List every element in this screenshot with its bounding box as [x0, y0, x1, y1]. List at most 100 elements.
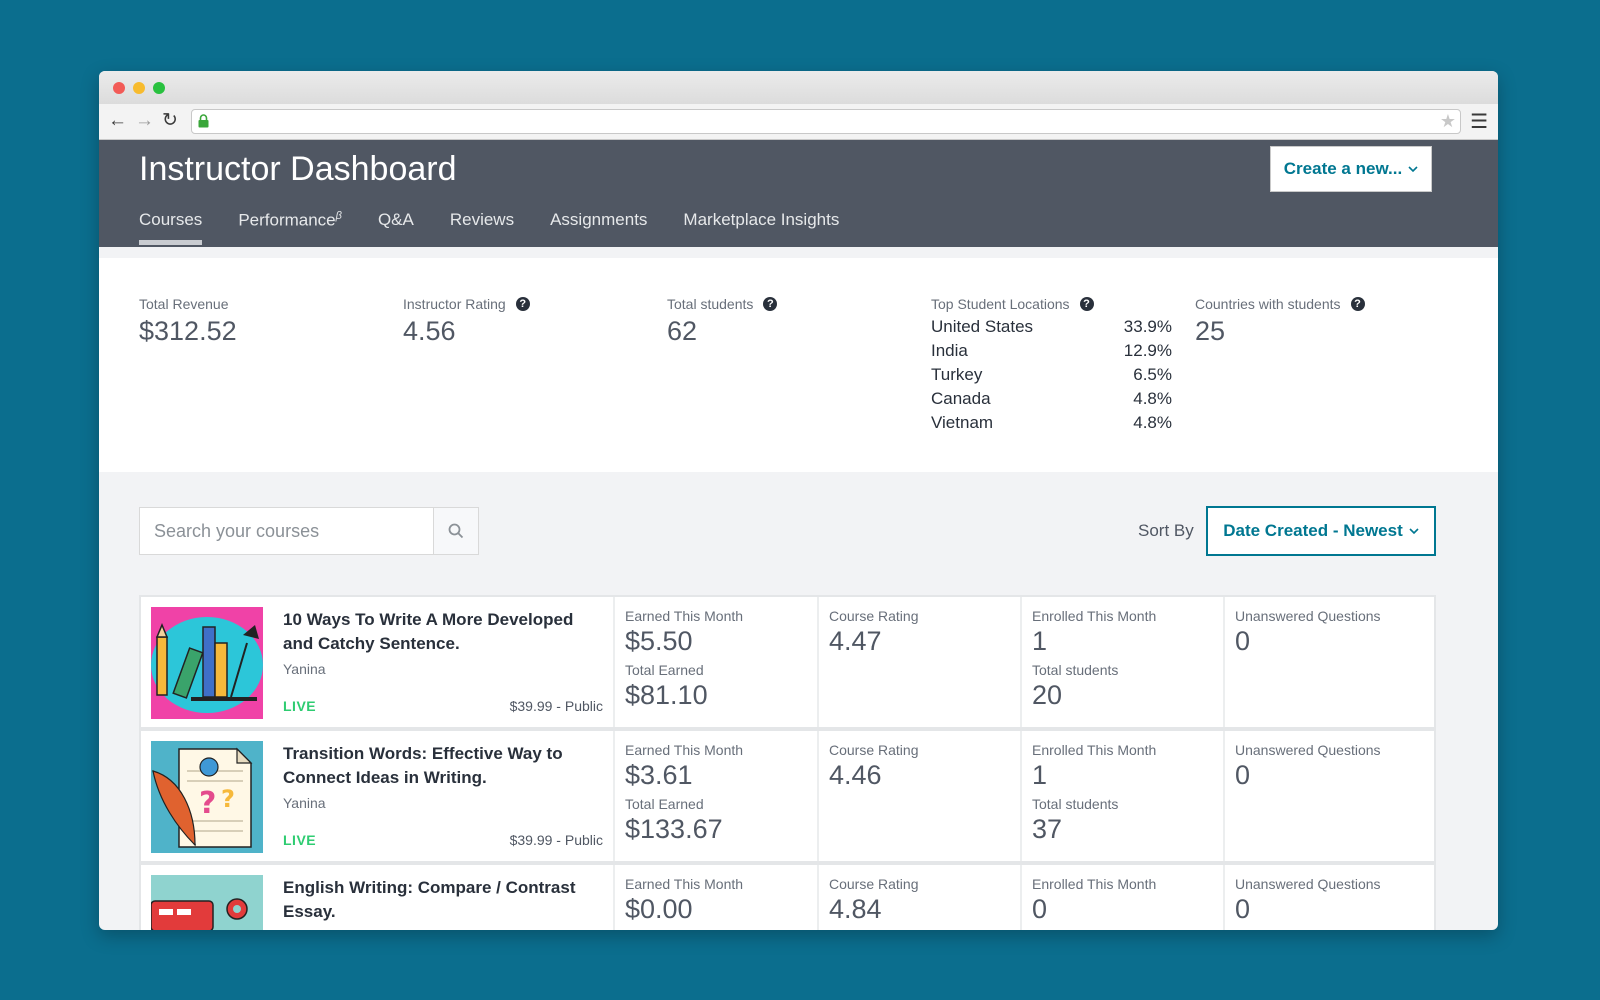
location-country: United States	[931, 317, 1034, 336]
metric-value: 1	[1032, 760, 1048, 790]
course-title[interactable]: Transition Words: Effective Way to Conne…	[283, 744, 563, 787]
tab-marketplace-insights[interactable]: Marketplace Insights	[683, 210, 839, 245]
metric-rating: Course Rating 4.84	[817, 865, 1020, 930]
forward-arrow-icon[interactable]: →	[135, 110, 154, 131]
status-badge: LIVE	[283, 832, 317, 848]
course-thumbnail[interactable]	[151, 607, 263, 719]
stat-value: 62	[667, 316, 698, 346]
metric-earnings: Earned This Month $0.00	[613, 865, 817, 930]
svg-text:?: ?	[199, 786, 216, 821]
dashboard-header: Instructor Dashboard Create a new... Cou…	[99, 140, 1498, 247]
metric-value: 20	[1032, 680, 1063, 710]
location-country: Vietnam	[931, 413, 994, 432]
course-title[interactable]: English Writing: Compare / Contrast Essa…	[283, 878, 576, 921]
metric-value: $133.67	[625, 814, 723, 844]
minimize-window-button[interactable]	[133, 82, 145, 94]
stat-label: Total Revenue	[139, 296, 229, 312]
sort-by-label: Sort By	[1138, 521, 1194, 540]
bus-gear-illustration-icon	[151, 875, 263, 930]
metric-value: 4.46	[829, 760, 882, 790]
metric-unanswered: Unanswered Questions 0	[1223, 865, 1434, 930]
course-row[interactable]: ? ? Transition Words: Effective Way to C…	[139, 729, 1436, 863]
location-country: India	[931, 341, 968, 360]
search-icon	[448, 523, 464, 539]
stat-instructor-rating: Instructor Rating? 4.56	[403, 296, 530, 347]
metric-label: Enrolled This Month	[1032, 742, 1157, 758]
course-thumbnail[interactable]: ? ?	[151, 741, 263, 853]
metric-label: Earned This Month	[625, 876, 744, 892]
chevron-down-icon	[1408, 165, 1418, 172]
metric-value: 0	[1235, 760, 1251, 790]
metric-enrollment: Enrolled This Month 1 Total students 20	[1020, 597, 1223, 727]
browser-menu-icon[interactable]: ☰	[1470, 111, 1488, 133]
tab-label: Q&A	[377, 210, 414, 229]
metric-rating: Course Rating 4.47	[817, 597, 1020, 727]
metric-value: 0	[1235, 626, 1251, 656]
course-price: $39.99 - Public	[509, 698, 603, 714]
metric-value: 4.47	[829, 626, 882, 656]
location-percent: 33.9%	[1123, 317, 1172, 336]
dashboard-tabs: Courses Performanceβ Q&A Reviews Assignm…	[139, 210, 875, 245]
metric-value: $5.50	[625, 626, 693, 656]
course-row[interactable]: English Writing: Compare / Contrast Essa…	[139, 863, 1436, 930]
stats-panel: Total Revenue $312.52 Instructor Rating?…	[99, 258, 1498, 472]
location-country: Canada	[931, 389, 991, 408]
tab-reviews[interactable]: Reviews	[450, 210, 514, 245]
help-icon[interactable]: ?	[515, 297, 530, 311]
stat-label: Instructor Rating	[403, 296, 506, 312]
search-button[interactable]	[433, 508, 478, 554]
page-title: Instructor Dashboard	[139, 150, 457, 188]
help-icon[interactable]: ?	[763, 297, 778, 311]
course-thumbnail[interactable]	[151, 875, 263, 930]
stat-label: Countries with students	[1195, 296, 1341, 312]
metric-value: $3.61	[625, 760, 693, 790]
metric-value: $0.00	[625, 894, 693, 924]
search-box	[139, 507, 479, 555]
course-price: $39.99 - Public	[509, 832, 603, 848]
tab-assignments[interactable]: Assignments	[550, 210, 647, 245]
help-icon[interactable]: ?	[1079, 297, 1094, 311]
metric-value: 1	[1032, 626, 1048, 656]
browser-window: ← → ↻ ★ ☰ Instructor Dashboard Create a …	[99, 71, 1498, 930]
metric-unanswered: Unanswered Questions 0	[1223, 597, 1434, 727]
location-percent: 12.9%	[1123, 341, 1172, 360]
metric-label: Unanswered Questions	[1235, 876, 1381, 892]
tab-courses[interactable]: Courses	[139, 210, 203, 245]
course-author: Yanina	[283, 661, 326, 677]
search-input[interactable]	[140, 508, 435, 554]
metric-label: Total students	[1032, 796, 1119, 812]
reload-icon[interactable]: ↻	[162, 110, 178, 131]
metric-label: Course Rating	[829, 608, 919, 624]
back-arrow-icon[interactable]: ←	[108, 110, 127, 131]
location-row: United States 33.9%	[931, 315, 1172, 339]
tab-label: Marketplace Insights	[683, 210, 840, 229]
tab-label: Reviews	[449, 210, 515, 229]
tab-qa[interactable]: Q&A	[378, 210, 414, 245]
location-percent: 6.5%	[1133, 365, 1172, 384]
document-quill-illustration-icon: ? ?	[151, 741, 263, 853]
course-list: 10 Ways To Write A More Developed and Ca…	[139, 595, 1436, 930]
create-new-button[interactable]: Create a new...	[1270, 146, 1432, 192]
metric-label: Total students	[1032, 662, 1119, 678]
chevron-down-icon	[1409, 527, 1419, 534]
metric-label: Total Earned	[625, 662, 704, 678]
sort-dropdown[interactable]: Date Created - Newest	[1206, 506, 1436, 556]
close-window-button[interactable]	[113, 82, 125, 94]
stat-label: Top Student Locations	[931, 296, 1070, 312]
tab-performance[interactable]: Performanceβ	[238, 210, 342, 245]
metric-label: Earned This Month	[625, 608, 744, 624]
maximize-window-button[interactable]	[153, 82, 165, 94]
metric-label: Unanswered Questions	[1235, 608, 1381, 624]
location-percent: 4.8%	[1133, 389, 1172, 408]
tab-label: Performance	[238, 210, 336, 230]
course-title[interactable]: 10 Ways To Write A More Developed and Ca…	[283, 610, 574, 653]
help-icon[interactable]: ?	[1350, 297, 1365, 311]
title-bar	[99, 71, 1498, 104]
metric-label: Total Earned	[625, 796, 704, 812]
metric-enrollment: Enrolled This Month 0	[1020, 865, 1223, 930]
address-bar[interactable]: ★	[191, 109, 1461, 134]
location-row: Vietnam 4.8%	[931, 411, 1172, 435]
course-row[interactable]: 10 Ways To Write A More Developed and Ca…	[139, 595, 1436, 729]
bookmark-star-icon[interactable]: ★	[1439, 111, 1456, 131]
location-percent: 4.8%	[1133, 413, 1172, 432]
